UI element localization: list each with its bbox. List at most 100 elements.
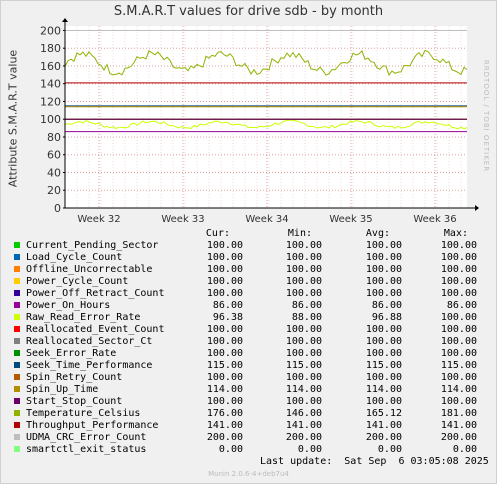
legend-series-name: Throughput_Performance [26, 420, 159, 431]
legend-avg-value: 100.00 [365, 372, 402, 383]
legend-max-value: 100.00 [440, 324, 477, 335]
legend-max-value: 100.00 [440, 336, 477, 347]
legend-avg-value: 115.00 [365, 360, 402, 371]
legend-max-value: 86.00 [446, 300, 477, 311]
legend-series-name: Spin_Up_Time [26, 384, 99, 395]
legend-min-value: 88.00 [291, 312, 322, 323]
x-tick-label: Week 34 [245, 214, 288, 225]
y-tick-label: 120 [40, 95, 61, 108]
legend-avg-value: 100.00 [365, 240, 402, 251]
legend-series-name: Raw_Read_Error_Rate [26, 312, 141, 323]
legend-row: Load_Cycle_Count 100.00 100.00 100.00 100.00 [0, 252, 497, 264]
legend-swatch [14, 422, 20, 428]
legend-cur-value: 100.00 [206, 396, 243, 407]
legend-min-value: 100.00 [285, 348, 322, 359]
legend-cur-value: 100.00 [206, 240, 243, 251]
legend-max-value: 100.00 [440, 288, 477, 299]
legend-avg-value: 100.00 [365, 264, 402, 275]
legend-swatch [14, 242, 20, 248]
legend-cur-value: 100.00 [206, 372, 243, 383]
legend-cur-value: 141.00 [206, 420, 243, 431]
legend-min-value: 100.00 [285, 372, 322, 383]
legend-min-value: 115.00 [285, 360, 322, 371]
legend-swatch [14, 290, 20, 296]
legend-swatch [14, 446, 20, 452]
legend-min-value: 114.00 [285, 384, 322, 395]
x-tick-label: Week 36 [413, 214, 456, 225]
y-tick-label: 20 [47, 184, 61, 197]
legend-series-name: Power_On_Hours [26, 300, 111, 311]
legend-avg-value: 165.12 [365, 408, 402, 419]
legend-series-name: Current_Pending_Sector [26, 240, 159, 251]
legend-cur-value: 100.00 [206, 276, 243, 287]
y-tick-label: 80 [47, 131, 61, 144]
legend-cur-value: 100.00 [206, 348, 243, 359]
series-line [64, 49, 468, 77]
legend-row: Throughput_Performance 141.00 141.00 141.00… [0, 420, 497, 432]
legend-series-name: Seek_Time_Performance [26, 360, 153, 371]
legend-series-name: Load_Cycle_Count [26, 252, 123, 263]
legend-swatch [14, 314, 20, 320]
legend-min-value: 86.00 [291, 300, 322, 311]
legend-max-value: 100.00 [440, 312, 477, 323]
legend-row: Power_On_Hours 86.00 86.00 86.00 86.00 [0, 300, 497, 312]
legend-row: smartctl_exit_status 0.00 0.00 0.00 0.00 [0, 444, 497, 456]
y-tick-label: 200 [40, 24, 61, 37]
x-tick-label: Week 32 [77, 214, 120, 225]
chart-plot: 0 20 40 60 80 100 120 140 160 180 200 Week 32 Week 3… [40, 18, 479, 225]
legend-cur-value: 0.00 [218, 444, 243, 455]
legend-min-value: 0.00 [297, 444, 322, 455]
legend-series-name: Reallocated_Event_Count [26, 324, 165, 335]
legend-avg-value: 114.00 [365, 384, 402, 395]
legend-cur-value: 200.00 [206, 432, 243, 443]
legend-max-value: 141.00 [440, 420, 477, 431]
legend-min-value: 100.00 [285, 396, 322, 407]
legend-cur-value: 100.00 [206, 288, 243, 299]
legend-min-value: 100.00 [285, 264, 322, 275]
legend-swatch [14, 362, 20, 368]
legend-cur-value: 100.00 [206, 264, 243, 275]
legend-min-value: 146.00 [285, 408, 322, 419]
legend-row: Reallocated_Sector_Ct 100.00 100.00 100.00 1… [0, 336, 497, 348]
legend-max-value: 100.00 [440, 240, 477, 251]
legend-cur-value: 100.00 [206, 252, 243, 263]
x-tick-label: Week 35 [329, 214, 372, 225]
legend-avg-value: 0.00 [377, 444, 402, 455]
legend-cur-value: 96.38 [212, 312, 243, 323]
legend-avg-value: 96.88 [371, 312, 402, 323]
legend-max-value: 100.00 [440, 396, 477, 407]
legend-row: Temperature_Celsius 176.00 146.00 165.12 181… [0, 408, 497, 420]
legend-avg-value: 100.00 [365, 336, 402, 347]
legend-swatch [14, 350, 20, 356]
legend-series-name: Temperature_Celsius [26, 408, 141, 419]
legend-cur-value: 86.00 [212, 300, 243, 311]
legend-avg-value: 100.00 [365, 348, 402, 359]
legend-min-value: 100.00 [285, 252, 322, 263]
y-tick-label: 140 [40, 78, 61, 91]
munin-version-footer: Munin 2.0.6-4+deb7u4 [208, 470, 289, 478]
legend-avg-value: 100.00 [365, 252, 402, 263]
legend-cur-value: 100.00 [206, 336, 243, 347]
y-tick-label: 0 [54, 202, 61, 215]
legend-cur-value: 114.00 [206, 384, 243, 395]
legend-max-value: 200.00 [440, 432, 477, 443]
legend-series-name: Power_Cycle_Count [26, 276, 129, 287]
y-tick-label: 180 [40, 42, 61, 55]
legend-min-value: 200.00 [285, 432, 322, 443]
x-axis-arrow [475, 205, 479, 211]
legend-min-value: 100.00 [285, 324, 322, 335]
legend-row: Spin_Up_Time 114.00 114.00 114.00 114.00 [0, 384, 497, 396]
legend-avg-value: 141.00 [365, 420, 402, 431]
series-line [64, 119, 468, 130]
legend-cur-value: 115.00 [206, 360, 243, 371]
y-tick-label: 60 [47, 149, 61, 162]
legend-max-value: 0.00 [452, 444, 477, 455]
legend-row: Seek_Time_Performance 115.00 115.00 115.00 1… [0, 360, 497, 372]
legend-swatch [14, 434, 20, 440]
legend-min-value: 141.00 [285, 420, 322, 431]
legend-row: UDMA_CRC_Error_Count 200.00 200.00 200.00 20… [0, 432, 497, 444]
legend-row: Power_Cycle_Count 100.00 100.00 100.00 100.0… [0, 276, 497, 288]
legend-row: Seek_Error_Rate 100.00 100.00 100.00 100.00 [0, 348, 497, 360]
legend-avg-value: 100.00 [365, 396, 402, 407]
legend-series-name: Spin_Retry_Count [26, 372, 123, 383]
